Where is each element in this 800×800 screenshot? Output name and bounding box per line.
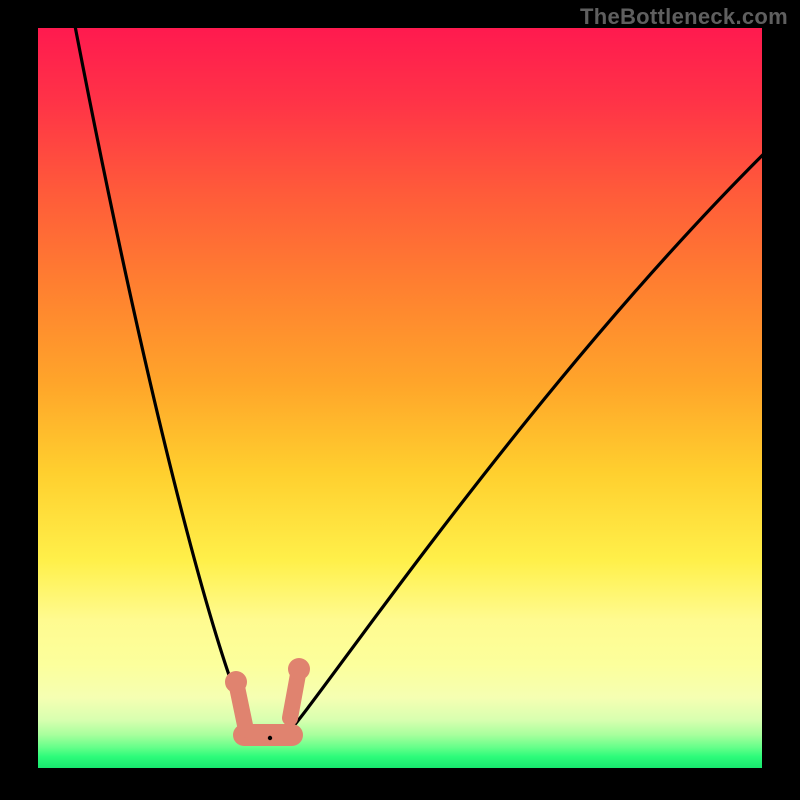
watermark-text: TheBottleneck.com <box>580 4 788 30</box>
chart-container: TheBottleneck.com <box>0 0 800 800</box>
chart-background <box>38 28 762 768</box>
bottleneck-chart <box>0 0 800 800</box>
